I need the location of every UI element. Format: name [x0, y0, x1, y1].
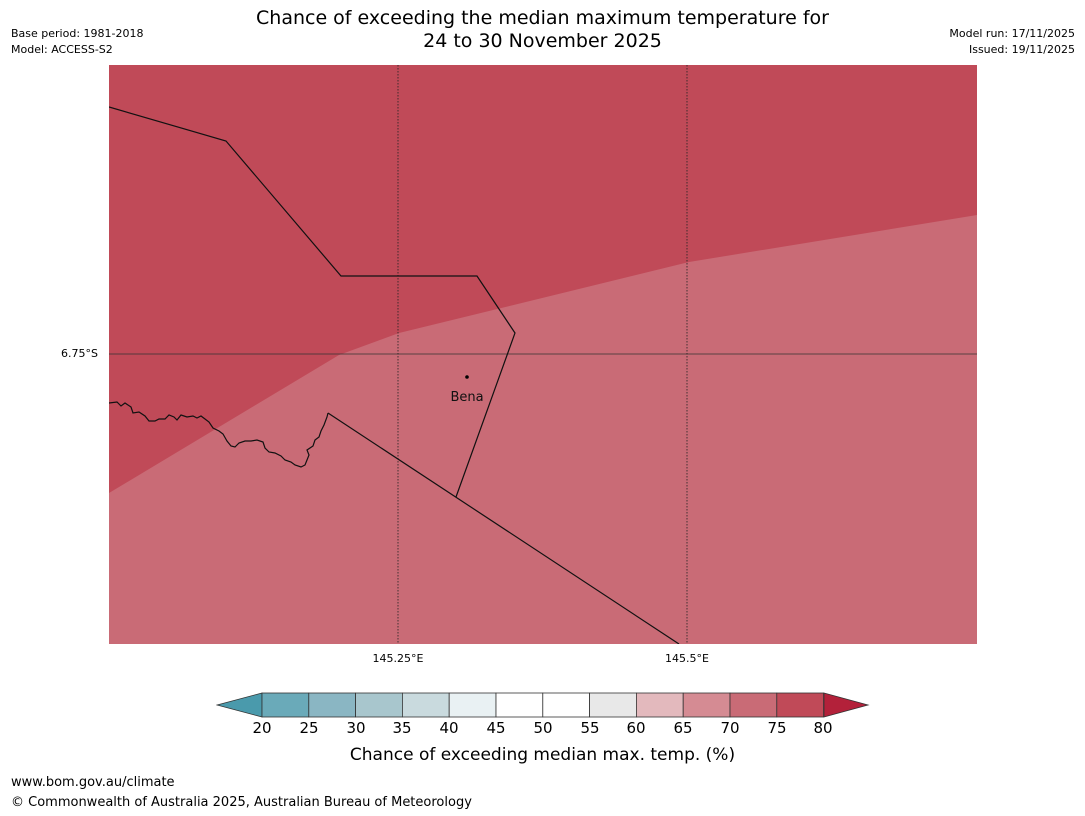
chart-title: Chance of exceeding the median maximum t… — [200, 7, 885, 53]
colorbar-segment — [401, 692, 450, 718]
province-boundary-south — [327, 412, 680, 644]
province-boundary — [109, 106, 516, 498]
colorbar-label: Chance of exceeding median max. temp. (%… — [349, 745, 736, 765]
colorbar-under-arrow — [216, 692, 263, 718]
colorbar-segment — [355, 692, 403, 718]
colorbar-segment — [542, 692, 590, 718]
title-line-2: 24 to 30 November 2025 — [423, 30, 662, 52]
issued-date: Issued: 19/11/2025 — [968, 43, 1075, 56]
colorbar-segment — [635, 692, 684, 718]
river-line — [109, 401, 329, 468]
colorbar-tick: 55 — [580, 719, 600, 737]
colorbar-tick: 70 — [720, 719, 740, 737]
colorbar-tick: 30 — [346, 719, 366, 737]
latitude-label: 6.75°S — [61, 347, 98, 360]
title-line-1: Chance of exceeding the median maximum t… — [256, 7, 829, 29]
footer-url: www.bom.gov.au/climate — [11, 775, 175, 790]
colorbar-tick: 35 — [392, 719, 412, 737]
colorbar-tick: 25 — [299, 719, 319, 737]
colorbar-segment — [729, 692, 778, 718]
colorbar-tick: 20 — [252, 719, 272, 737]
forecast-map: Bena — [109, 65, 977, 644]
colorbar-segment — [261, 692, 310, 718]
colorbar-segment — [308, 692, 357, 718]
colorbar-tick: 40 — [439, 719, 459, 737]
colorbar-ticks: 20 25 30 35 40 45 50 55 60 65 70 75 80 — [0, 719, 1085, 739]
colorbar-tick: 50 — [533, 719, 553, 737]
footer-copyright: © Commonwealth of Australia 2025, Austra… — [11, 795, 472, 810]
model-run: Model run: 17/11/2025 — [949, 27, 1075, 40]
colorbar-segment — [682, 692, 731, 718]
base-period: Base period: 1981-2018 — [11, 27, 144, 40]
longitude-label-1: 145.25°E — [372, 652, 424, 665]
zone-70-75 — [109, 215, 977, 644]
colorbar-segment — [589, 692, 637, 718]
colorbar-tick: 65 — [673, 719, 693, 737]
colorbar-segments — [261, 692, 824, 718]
colorbar-tick: 45 — [486, 719, 506, 737]
bena-marker-icon — [465, 375, 469, 379]
colorbar-segment — [776, 692, 824, 718]
longitude-label-2: 145.5°E — [665, 652, 709, 665]
model-name: Model: ACCESS-S2 — [11, 43, 113, 56]
colorbar-over-arrow — [823, 692, 870, 718]
place-label-bena: Bena — [450, 390, 483, 405]
colorbar-segment — [448, 692, 497, 718]
colorbar-tick: 75 — [767, 719, 787, 737]
colorbar-tick: 60 — [626, 719, 646, 737]
colorbar — [216, 692, 870, 718]
colorbar-tick: 80 — [813, 719, 833, 737]
colorbar-segment — [495, 692, 544, 718]
